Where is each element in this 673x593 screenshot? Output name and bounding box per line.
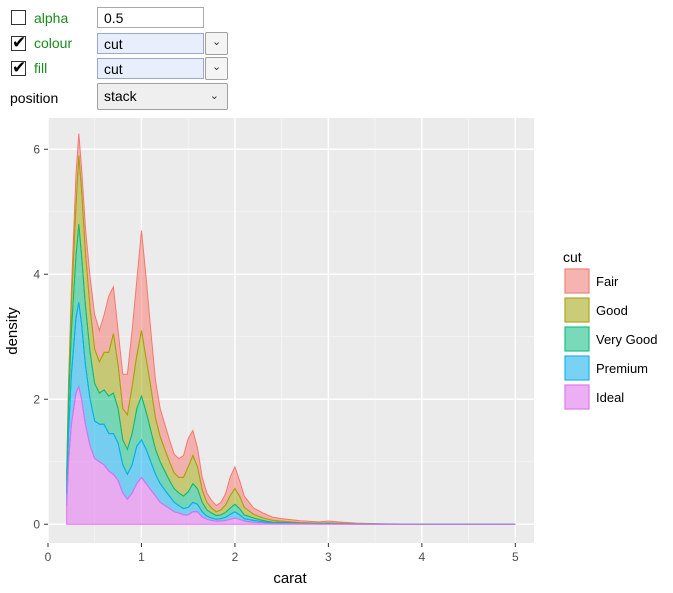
legend-key-swatch [564,268,590,294]
position-label: position [10,90,59,106]
fill-label: fill [34,60,48,76]
density-chart: 0 1 2 3 4 5 0 2 4 6 carat density cut Fair Good Ve… [4,118,657,587]
legend-label: Good [596,303,628,318]
x-tick-label: 2 [232,550,239,564]
legend-key-swatch [564,355,590,381]
x-axis-title: carat [273,570,307,587]
colour-checkbox[interactable]: ✔ [11,33,27,53]
y-tick-label: 6 [33,142,40,156]
legend-key-swatch [564,297,590,323]
position-select[interactable]: stack ⌄ [97,83,228,110]
y-axis-title: density [4,307,21,355]
density-area-ideal [66,385,516,525]
colour-label: colour [34,35,73,51]
legend-key-swatch [564,326,590,352]
fill-input[interactable]: cut [97,58,204,79]
x-axis: 0 1 2 3 4 5 [45,543,519,564]
chevron-down-icon: ⌄ [209,90,219,102]
legend-title: cut [563,249,582,265]
chevron-down-icon: ⌄ [212,61,222,73]
x-tick-label: 0 [45,550,52,564]
x-tick-label: 3 [325,550,332,564]
colour-dropdown-button[interactable]: ⌄ [205,32,228,55]
legend-label: Very Good [596,332,657,347]
fill-dropdown-button[interactable]: ⌄ [205,57,228,80]
alpha-input[interactable]: 0.5 [97,7,204,28]
checkmark-icon: ✔ [12,58,27,78]
x-tick-label: 1 [138,550,145,564]
fill-checkbox[interactable]: ✔ [11,58,27,78]
y-axis: 0 2 4 6 [33,142,48,531]
alpha-label: alpha [34,10,69,26]
legend-key-swatch [564,384,590,410]
density-areas [66,133,516,525]
x-tick-label: 5 [512,550,519,564]
y-tick-label: 4 [33,267,40,281]
alpha-checkbox[interactable] [11,10,26,25]
position-select-value: stack [104,88,137,104]
y-tick-label: 0 [33,517,40,531]
colour-input[interactable]: cut [97,33,204,54]
x-tick-label: 4 [419,550,426,564]
legend-label: Fair [596,274,619,289]
legend-label: Premium [596,361,648,376]
checkmark-icon: ✔ [12,33,27,53]
y-tick-label: 2 [33,392,40,406]
legend: cut Fair Good Very Good Premium Ideal [563,249,657,410]
chevron-down-icon: ⌄ [212,36,222,48]
legend-label: Ideal [596,390,624,405]
